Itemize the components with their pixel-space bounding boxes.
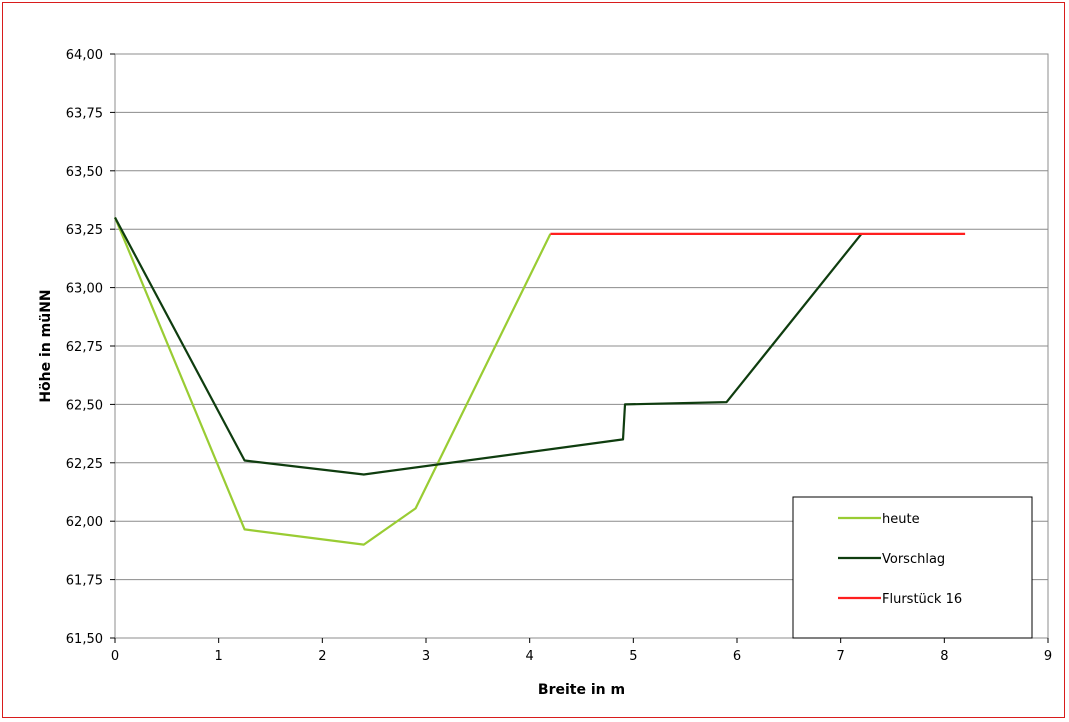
- legend-label: Vorschlag: [882, 552, 945, 567]
- x-tick-label: 4: [526, 649, 534, 664]
- y-tick-label: 61,50: [66, 632, 103, 647]
- x-tick-label: 1: [215, 649, 223, 664]
- series-lines: [113, 216, 966, 546]
- legend-label: heute: [882, 512, 920, 527]
- x-axis-title: Breite in m: [538, 682, 625, 698]
- x-tick-label: 2: [318, 649, 326, 664]
- y-tick-label: 62,25: [66, 457, 103, 472]
- x-tick-label: 0: [111, 649, 119, 664]
- legend: heute Vorschlag Flurstück 16: [792, 496, 1033, 639]
- x-tick-label: 7: [837, 649, 845, 664]
- y-tick-label: 63,50: [66, 165, 103, 180]
- y-tick-label: 62,50: [66, 398, 103, 413]
- x-tick-label: 6: [733, 649, 741, 664]
- y-tick-label: 62,75: [66, 340, 103, 355]
- y-tick-label: 61,75: [66, 574, 103, 589]
- axes: 61,50 61,75 62,00 62,25 62,50 62,75 63,00 63,25…: [66, 48, 1052, 664]
- y-tick-label: 63,25: [66, 223, 103, 238]
- legend-label: Flurstück 16: [882, 592, 962, 607]
- y-tick-label: 62,00: [66, 515, 103, 530]
- x-tick-label: 8: [940, 649, 948, 664]
- y-tick-label: 63,00: [66, 282, 103, 297]
- y-tick-label: 64,00: [66, 48, 103, 63]
- x-tick-label: 5: [629, 649, 637, 664]
- y-tick-label: 63,75: [66, 106, 103, 121]
- x-tick-label: 9: [1044, 649, 1052, 664]
- series-line-vorschlag: [114, 216, 863, 476]
- series-line-heute: [113, 217, 552, 546]
- legend-box: [792, 496, 1033, 639]
- y-axis-title: Höhe in müNN: [38, 289, 54, 402]
- x-tick-label: 3: [422, 649, 430, 664]
